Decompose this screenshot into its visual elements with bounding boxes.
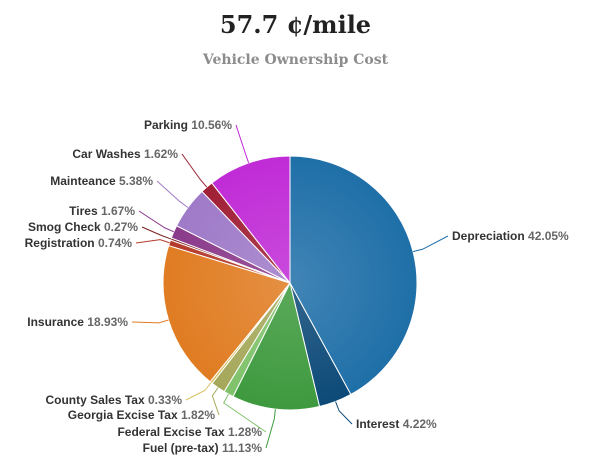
connector-line bbox=[223, 393, 267, 433]
connector-line bbox=[181, 153, 208, 188]
slice-label: Registration 0.74% bbox=[25, 236, 133, 250]
slice-label-name: Federal Excise Tax bbox=[117, 425, 228, 439]
slice-label-value: 4.22% bbox=[403, 417, 437, 431]
slice-label: Insurance 18.93% bbox=[27, 315, 128, 329]
slice-label-name: Fuel (pre-tax) bbox=[143, 441, 222, 455]
slice-label-name: Parking bbox=[144, 118, 191, 132]
connector-line bbox=[131, 319, 169, 324]
slice-label: Fuel (pre-tax) 11.13% bbox=[143, 441, 263, 455]
slice-label-name: Insurance bbox=[27, 315, 87, 329]
slice-label-value: 5.38% bbox=[119, 174, 153, 188]
slice-label-name: Depreciation bbox=[452, 229, 528, 243]
connector-line bbox=[412, 235, 449, 253]
slice-label-value: 1.67% bbox=[101, 204, 135, 218]
slice-label-value: 0.33% bbox=[148, 393, 182, 407]
connector-line bbox=[185, 382, 212, 401]
slice-label-value: 18.93% bbox=[87, 315, 128, 329]
slice-label-value: 42.05% bbox=[528, 229, 569, 243]
connector-line bbox=[235, 124, 250, 164]
slice-label-name: Car Washes bbox=[72, 147, 144, 161]
slice-label: Depreciation 42.05% bbox=[452, 229, 569, 243]
slice-label-value: 1.28% bbox=[228, 425, 262, 439]
connector-line bbox=[156, 180, 189, 208]
slice-label-value: 1.82% bbox=[181, 408, 215, 422]
slice-label: Car Washes 1.62% bbox=[72, 147, 178, 161]
chart-subtitle: Vehicle Ownership Cost bbox=[202, 52, 389, 68]
pie-slice-insurance[interactable] bbox=[162, 244, 291, 383]
slice-label-value: 0.74% bbox=[98, 236, 132, 250]
slice-label-value: 11.13% bbox=[222, 441, 262, 455]
slice-label-name: Georgia Excise Tax bbox=[68, 408, 181, 422]
slice-label: Federal Excise Tax 1.28% bbox=[117, 425, 262, 439]
connector-line bbox=[335, 401, 353, 425]
slice-label: Mainteance 5.38% bbox=[50, 174, 153, 188]
slice-label-name: Registration bbox=[25, 236, 98, 250]
slice-label-name: Interest bbox=[356, 417, 403, 431]
slice-label-name: Smog Check bbox=[28, 220, 104, 234]
slice-label: Smog Check 0.27% bbox=[28, 220, 138, 234]
slice-label-name: County Sales Tax bbox=[45, 393, 147, 407]
slice-label-value: 1.62% bbox=[144, 147, 178, 161]
connector-line bbox=[138, 210, 174, 233]
slice-label-name: Tires bbox=[69, 204, 101, 218]
slice-label: Interest 4.22% bbox=[356, 417, 437, 431]
slice-label: County Sales Tax 0.33% bbox=[45, 393, 182, 407]
connector-line bbox=[211, 387, 220, 416]
slice-label: Parking 10.56% bbox=[144, 118, 232, 132]
slice-label-name: Mainteance bbox=[50, 174, 119, 188]
slice-label-value: 0.27% bbox=[104, 220, 138, 234]
slice-label-value: 10.56% bbox=[191, 118, 232, 132]
connector-line bbox=[135, 239, 170, 244]
connector-line bbox=[265, 409, 276, 449]
slice-label: Georgia Excise Tax 1.82% bbox=[68, 408, 216, 422]
pie-slice-parking[interactable] bbox=[211, 155, 291, 285]
connector-line bbox=[141, 226, 172, 240]
slice-label: Tires 1.67% bbox=[69, 204, 135, 218]
chart-title: 57.7 ¢/mile bbox=[219, 10, 372, 39]
